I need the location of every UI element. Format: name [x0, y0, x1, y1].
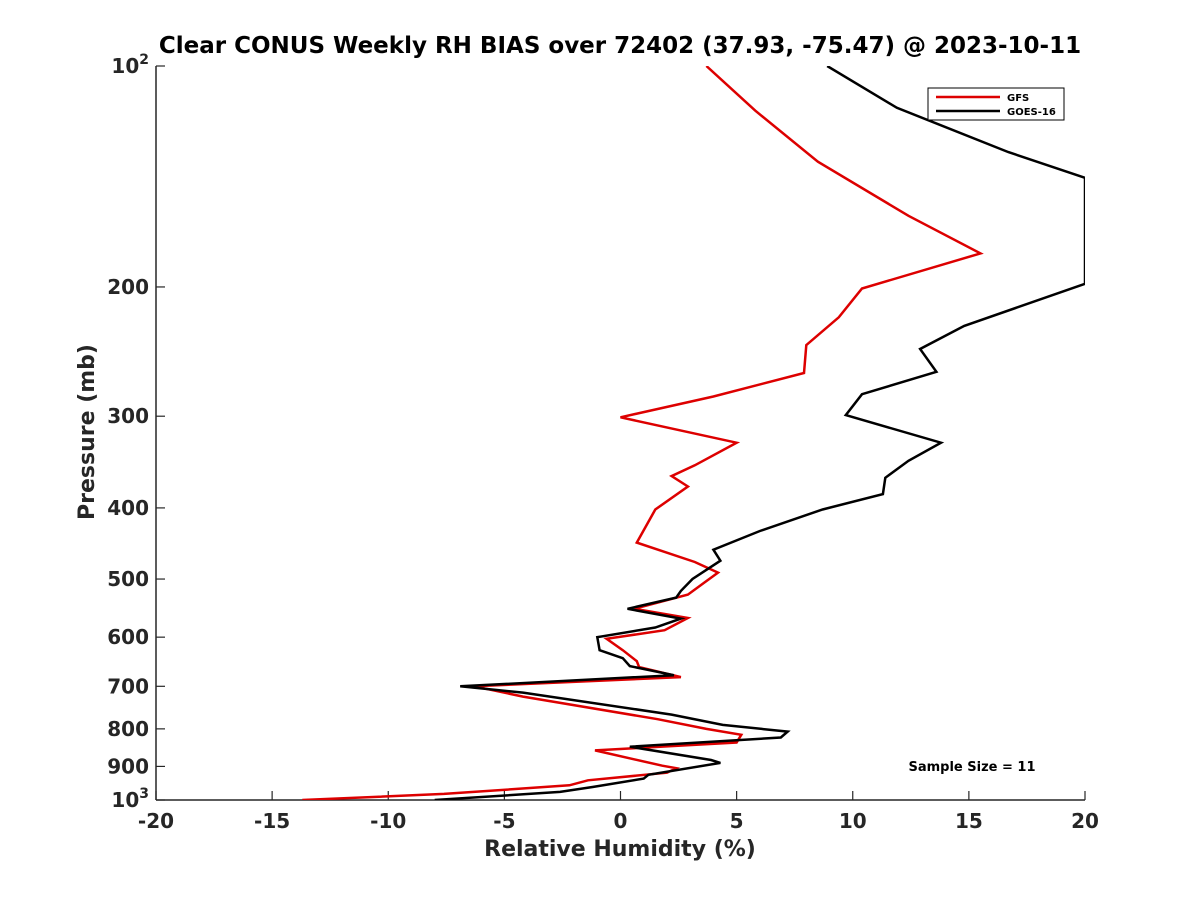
legend: GFS GOES-16 — [927, 87, 1065, 121]
y-tick-label: 600 — [107, 625, 149, 649]
y-tick-label: 102 — [111, 52, 149, 78]
x-tick-label: 20 — [1071, 809, 1099, 833]
series-line-goes16 — [434, 66, 1085, 800]
y-tick-label: 103 — [111, 786, 149, 812]
x-tick-label: -5 — [493, 809, 515, 833]
legend-label-goes16: GOES-16 — [1007, 107, 1056, 118]
y-tick-label: 500 — [107, 567, 149, 591]
x-tick-label: -15 — [254, 809, 290, 833]
x-tick-label: 0 — [614, 809, 628, 833]
y-tick-label: 700 — [107, 674, 149, 698]
y-tick-label: 800 — [107, 717, 149, 741]
x-tick-label: -20 — [138, 809, 174, 833]
x-tick-label: -10 — [370, 809, 406, 833]
y-tick-label: 200 — [107, 275, 149, 299]
legend-label-gfs: GFS — [1007, 93, 1029, 104]
chart-title: Clear CONUS Weekly RH BIAS over 72402 (3… — [159, 33, 1081, 59]
x-tick-label: 15 — [955, 809, 983, 833]
y-axis-label: Pressure (mb) — [75, 344, 100, 520]
y-tick-label: 900 — [107, 754, 149, 778]
x-axis-label: Relative Humidity (%) — [484, 837, 756, 862]
x-tick-label: 10 — [839, 809, 867, 833]
y-tick-label: 400 — [107, 496, 149, 520]
y-tick-label: 300 — [107, 404, 149, 428]
sample-size-annotation: Sample Size = 11 — [908, 760, 1035, 775]
plot-area: -20 -15 -10 -5 0 5 10 15 20 102 200 300 400 500 600 700… — [107, 52, 1099, 833]
x-tick-label: 5 — [730, 809, 744, 833]
legend-box — [927, 87, 1065, 121]
